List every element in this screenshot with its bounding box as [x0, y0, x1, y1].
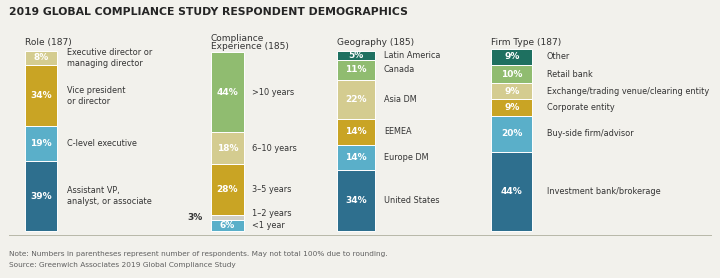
Text: 2019 GLOBAL COMPLIANCE STUDY RESPONDENT DEMOGRAPHICS: 2019 GLOBAL COMPLIANCE STUDY RESPONDENT …	[9, 7, 408, 17]
Text: 44%: 44%	[217, 88, 238, 97]
Text: Other: Other	[546, 53, 570, 61]
Text: 6–10 years: 6–10 years	[252, 144, 297, 153]
Text: 3%: 3%	[187, 213, 203, 222]
Bar	[491, 116, 532, 152]
Text: Vice president
or director: Vice president or director	[67, 86, 125, 106]
Text: Role (187): Role (187)	[25, 38, 72, 47]
Text: 11%: 11%	[345, 65, 366, 74]
Text: Compliance: Compliance	[211, 34, 264, 43]
Text: 5%: 5%	[348, 51, 364, 59]
Bar	[337, 170, 375, 231]
Text: Asia DM: Asia DM	[384, 95, 417, 104]
Text: EEMEA: EEMEA	[384, 127, 411, 136]
Bar	[337, 51, 375, 60]
Text: Buy-side firm/advisor: Buy-side firm/advisor	[546, 129, 634, 138]
Text: 20%: 20%	[501, 129, 523, 138]
Bar	[337, 80, 375, 119]
Bar	[211, 132, 244, 165]
Bar	[25, 65, 57, 126]
Text: 14%: 14%	[345, 153, 366, 162]
Bar	[491, 49, 532, 65]
Text: C-level executive: C-level executive	[67, 139, 137, 148]
Text: Latin America: Latin America	[384, 51, 440, 59]
Text: 6%: 6%	[220, 221, 235, 230]
Text: Investment bank/brokerage: Investment bank/brokerage	[546, 187, 660, 196]
Text: Exchange/trading venue/clearing entity: Exchange/trading venue/clearing entity	[546, 87, 709, 96]
Bar	[491, 65, 532, 83]
Text: 28%: 28%	[217, 185, 238, 194]
Text: Corporate entity: Corporate entity	[546, 103, 614, 112]
Text: <1 year: <1 year	[252, 221, 285, 230]
Text: 19%: 19%	[30, 139, 52, 148]
Text: Assistant VP,
analyst, or associate: Assistant VP, analyst, or associate	[67, 186, 152, 206]
Bar	[211, 52, 244, 132]
Text: 9%: 9%	[504, 103, 519, 112]
Text: 8%: 8%	[33, 53, 49, 62]
Text: Executive director or
managing director: Executive director or managing director	[67, 48, 152, 68]
Bar	[337, 119, 375, 145]
Text: 22%: 22%	[345, 95, 366, 104]
Bar	[211, 220, 244, 231]
Bar	[211, 165, 244, 215]
Text: Europe DM: Europe DM	[384, 153, 428, 162]
Text: Note: Numbers in parentheses represent number of respondents. May not total 100%: Note: Numbers in parentheses represent n…	[9, 251, 387, 257]
Text: Canada: Canada	[384, 65, 415, 74]
Text: Source: Greenwich Associates 2019 Global Compliance Study: Source: Greenwich Associates 2019 Global…	[9, 262, 235, 268]
Text: 34%: 34%	[30, 91, 52, 100]
Bar	[25, 161, 57, 231]
Text: 1–2 years: 1–2 years	[252, 209, 292, 218]
Bar	[491, 100, 532, 116]
Text: 18%: 18%	[217, 144, 238, 153]
Text: 39%: 39%	[30, 192, 52, 200]
Text: Experience (185): Experience (185)	[211, 42, 289, 51]
Bar	[491, 83, 532, 100]
Bar	[491, 152, 532, 231]
Bar	[337, 145, 375, 170]
Text: 10%: 10%	[501, 70, 523, 79]
Text: 14%: 14%	[345, 127, 366, 136]
Text: Retail bank: Retail bank	[546, 70, 593, 79]
Text: Firm Type (187): Firm Type (187)	[491, 38, 562, 47]
Text: 9%: 9%	[504, 53, 519, 61]
Text: Geography (185): Geography (185)	[337, 38, 414, 47]
Bar	[211, 215, 244, 220]
Text: 3–5 years: 3–5 years	[252, 185, 292, 194]
Bar	[25, 51, 57, 65]
Text: 9%: 9%	[504, 87, 519, 96]
Text: United States: United States	[384, 196, 439, 205]
Text: >10 years: >10 years	[252, 88, 294, 97]
Bar	[25, 126, 57, 161]
Bar	[337, 60, 375, 80]
Text: 44%: 44%	[501, 187, 523, 196]
Text: 34%: 34%	[345, 196, 366, 205]
